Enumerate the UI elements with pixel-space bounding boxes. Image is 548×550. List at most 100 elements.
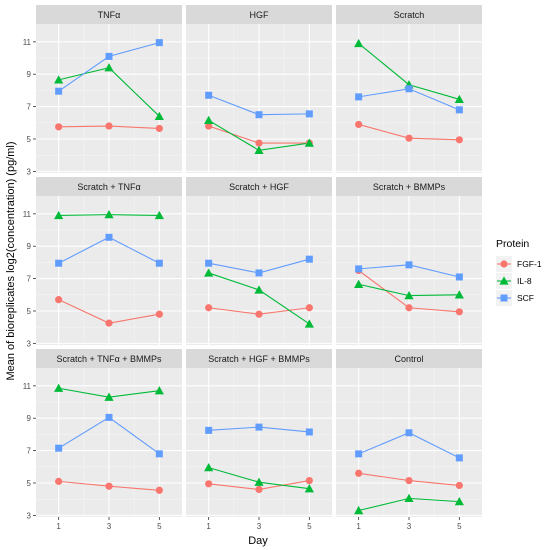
- x-axis-ticks: 1 3 5 1 3 5 1 3 5: [56, 517, 462, 531]
- data-point-scf: [205, 92, 212, 99]
- data-point-scf: [456, 106, 463, 113]
- facet-panel: Scratch: [336, 5, 482, 173]
- data-point-fgf-1: [156, 487, 163, 494]
- data-point-fgf-1: [55, 296, 62, 303]
- y-axis-title: Mean of bioreplicates log2(concentration…: [5, 141, 17, 380]
- data-point-scf: [355, 265, 362, 272]
- legend-key-marker: [500, 260, 507, 267]
- data-point-fgf-1: [55, 123, 62, 130]
- facet-panel: Scratch + HGF: [186, 177, 332, 345]
- facet-title: Scratch + TNFα: [77, 182, 140, 192]
- data-point-scf: [306, 110, 313, 117]
- facet-title: Scratch + TNFα + BMMPs: [56, 354, 162, 364]
- data-point-scf: [306, 428, 313, 435]
- x-tick-label: 3: [107, 522, 112, 531]
- facet-title: Scratch + BMMPs: [373, 182, 446, 192]
- data-point-scf: [306, 256, 313, 263]
- data-point-scf: [55, 88, 62, 95]
- data-point-fgf-1: [405, 135, 412, 142]
- data-point-fgf-1: [55, 478, 62, 485]
- data-point-scf: [406, 261, 413, 268]
- facet-title: Scratch + HGF + BMMPs: [208, 354, 310, 364]
- x-tick-label: 5: [457, 522, 462, 531]
- data-point-scf: [456, 454, 463, 461]
- y-tick-label: 7: [27, 275, 32, 284]
- facet-panels: TNFα HGF Scratch Scratch + TNFα Scratch + HG…: [36, 5, 482, 517]
- data-point-scf: [406, 429, 413, 436]
- data-point-fgf-1: [456, 136, 463, 143]
- data-point-fgf-1: [355, 470, 362, 477]
- facet-title: TNFα: [98, 10, 121, 20]
- data-point-scf: [355, 450, 362, 457]
- facet-panel: Control: [336, 349, 482, 517]
- data-point-fgf-1: [405, 477, 412, 484]
- x-tick-label: 5: [157, 522, 162, 531]
- y-tick-label: 7: [27, 447, 32, 456]
- legend-item-fgf-1: FGF-1: [496, 256, 542, 272]
- y-tick-label: 5: [27, 479, 32, 488]
- data-point-scf: [106, 234, 113, 241]
- legend-label: SCF: [517, 293, 534, 303]
- y-tick-label: 3: [27, 167, 32, 176]
- x-tick-label: 1: [356, 522, 361, 531]
- legend-item-il-8: IL-8: [496, 273, 532, 289]
- data-point-fgf-1: [255, 311, 262, 318]
- data-point-fgf-1: [456, 482, 463, 489]
- data-point-fgf-1: [255, 486, 262, 493]
- data-point-scf: [106, 414, 113, 421]
- facet-panel: TNFα: [36, 5, 182, 173]
- facet-title: HGF: [250, 10, 270, 20]
- legend-key-marker: [501, 295, 508, 302]
- legend-label: FGF-1: [517, 259, 542, 269]
- data-point-scf: [55, 445, 62, 452]
- data-point-fgf-1: [205, 480, 212, 487]
- data-point-fgf-1: [105, 483, 112, 490]
- x-tick-label: 5: [307, 522, 312, 531]
- data-point-fgf-1: [306, 304, 313, 311]
- data-point-scf: [256, 111, 263, 118]
- y-tick-label: 9: [27, 70, 32, 79]
- legend: Protein FGF-1 IL-8 SCF: [496, 238, 542, 306]
- facet-panel: HGF: [186, 5, 332, 173]
- data-point-scf: [205, 427, 212, 434]
- y-tick-label: 5: [27, 307, 32, 316]
- legend-label: IL-8: [517, 276, 532, 286]
- data-point-fgf-1: [255, 139, 262, 146]
- facet-panel: Scratch + TNFα: [36, 177, 182, 345]
- x-axis-title: Day: [248, 535, 268, 547]
- data-point-scf: [55, 260, 62, 267]
- facet-title: Control: [394, 354, 423, 364]
- x-tick-label: 3: [407, 522, 412, 531]
- x-tick-label: 1: [206, 522, 211, 531]
- data-point-scf: [156, 450, 163, 457]
- data-point-scf: [456, 273, 463, 280]
- data-point-scf: [256, 424, 263, 431]
- y-tick-label: 9: [27, 414, 32, 423]
- data-point-scf: [256, 269, 263, 276]
- y-tick-label: 5: [27, 135, 32, 144]
- x-tick-label: 3: [257, 522, 262, 531]
- data-point-fgf-1: [456, 308, 463, 315]
- y-tick-label: 3: [27, 339, 32, 348]
- facet-title: Scratch + HGF: [229, 182, 289, 192]
- facet-title: Scratch: [394, 10, 425, 20]
- data-point-fgf-1: [405, 304, 412, 311]
- data-point-scf: [156, 260, 163, 267]
- y-tick-label: 11: [23, 210, 32, 219]
- legend-item-scf: SCF: [496, 290, 534, 306]
- y-tick-label: 7: [27, 103, 32, 112]
- data-point-fgf-1: [105, 122, 112, 129]
- data-point-scf: [106, 53, 113, 60]
- data-point-fgf-1: [105, 320, 112, 327]
- facet-panel: Scratch + HGF + BMMPs: [186, 349, 332, 517]
- data-point-fgf-1: [306, 477, 313, 484]
- facet-panel: Scratch + BMMPs: [336, 177, 482, 345]
- y-tick-label: 11: [23, 382, 32, 391]
- data-point-scf: [406, 85, 413, 92]
- data-point-fgf-1: [355, 121, 362, 128]
- y-tick-label: 3: [27, 511, 32, 520]
- data-point-fgf-1: [156, 311, 163, 318]
- data-point-fgf-1: [205, 304, 212, 311]
- y-tick-label: 9: [27, 242, 32, 251]
